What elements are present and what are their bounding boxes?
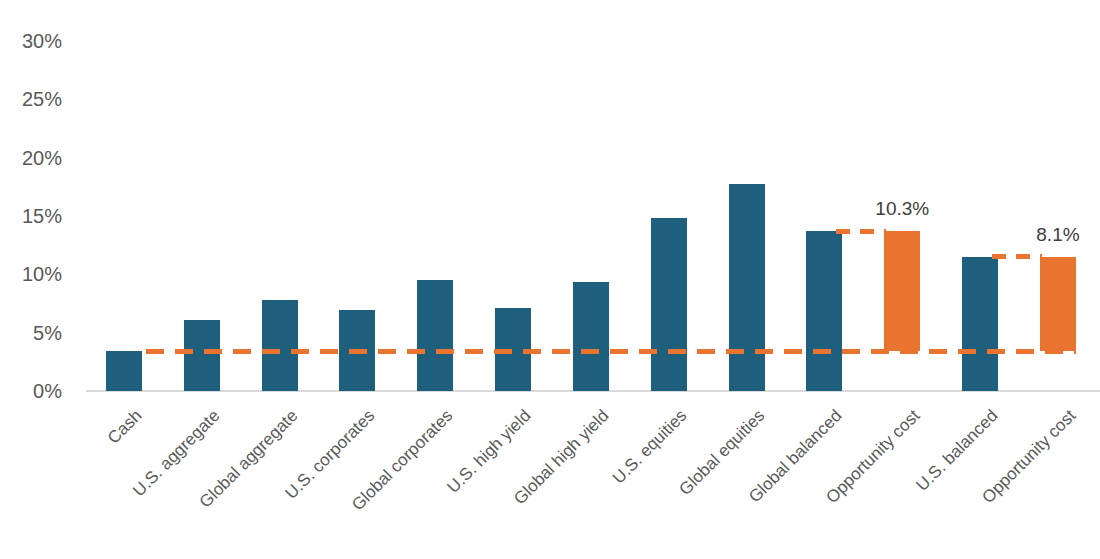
bar-chart: 0%5%10%15%20%25%30%CashU.S. aggregateGlo… xyxy=(0,0,1100,559)
y-tick-label-5: 5% xyxy=(0,322,62,344)
bar-u-s-equities xyxy=(651,218,687,391)
x-tick-label-u-s-high-yield-5: U.S. high yield xyxy=(387,406,535,554)
bar-opportunity-cost-12 xyxy=(1040,257,1076,352)
y-tick-label-20: 20% xyxy=(0,147,62,169)
data-label-10-3: 10.3% xyxy=(842,198,962,220)
y-tick-label-30: 30% xyxy=(0,30,62,52)
x-tick-label-global-aggregate-2: Global aggregate xyxy=(153,406,301,554)
bar-global-equities xyxy=(729,184,765,391)
x-tick-label-opportunity-cost-12: Opportunity cost xyxy=(932,406,1080,554)
y-tick-label-15: 15% xyxy=(0,205,62,227)
y-tick-label-0: 0% xyxy=(0,380,62,402)
bar-global-aggregate xyxy=(262,300,298,391)
x-tick-label-global-balanced-9: Global balanced xyxy=(698,406,846,554)
bar-opportunity-cost-10 xyxy=(884,231,920,351)
x-tick-label-u-s-equities-7: U.S. equities xyxy=(542,406,690,554)
x-tick-label-cash-0: Cash xyxy=(0,406,145,554)
x-tick-label-global-equities-8: Global equities xyxy=(620,406,768,554)
top-connector-dashed-line-2 xyxy=(992,254,1042,259)
y-tick-label-10: 10% xyxy=(0,263,62,285)
bar-global-balanced xyxy=(806,231,842,391)
bar-u-s-aggregate xyxy=(184,320,220,391)
x-tick-label-u-s-balanced-11: U.S. balanced xyxy=(854,406,1002,554)
bar-cash xyxy=(106,351,142,391)
x-tick-label-u-s-aggregate-1: U.S. aggregate xyxy=(75,406,223,554)
x-tick-label-global-high-yield-6: Global high yield xyxy=(465,406,613,554)
y-tick-label-25: 25% xyxy=(0,88,62,110)
top-connector-dashed-line-1 xyxy=(836,229,886,234)
cash-reference-dashed-line xyxy=(146,349,1076,354)
bar-global-high-yield xyxy=(573,282,609,391)
x-tick-label-global-corporates-4: Global corporates xyxy=(309,406,457,554)
bar-global-corporates xyxy=(417,280,453,391)
bar-u-s-balanced xyxy=(962,257,998,391)
x-tick-label-u-s-corporates-3: U.S. corporates xyxy=(231,406,379,554)
data-label-8-1: 8.1% xyxy=(998,224,1100,246)
x-tick-label-opportunity-cost-10: Opportunity cost xyxy=(776,406,924,554)
